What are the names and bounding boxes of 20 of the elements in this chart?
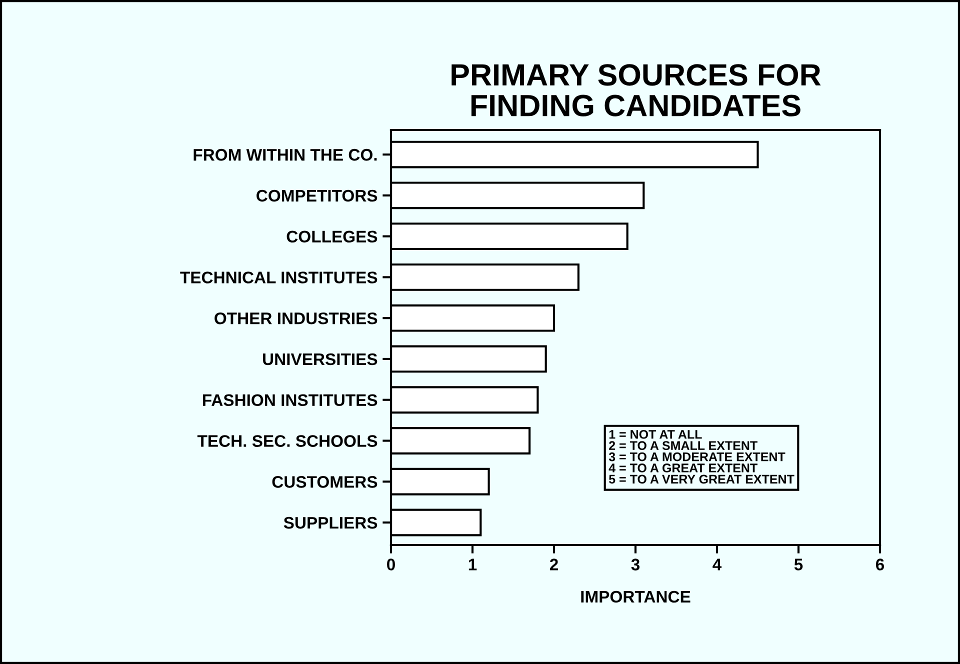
annotation: 1 = NOT AT ALL 2 = TO A SMALL EXTENT 3 = TO A MODERATE EXTENT 4 = TO A GREAT EXTENT 5 = TO A VERY GREAT EXTENT — [608, 430, 794, 484]
y-tick-label: UNIVERSITIES — [263, 353, 378, 366]
y-tick-label: TECHNICAL INSTITUTES — [180, 272, 378, 284]
x-tick-label: 2 — [550, 558, 558, 570]
y-tick-label: FASHION INSTITUTES — [202, 394, 378, 406]
y-tick-label: SUPPLIERS — [284, 516, 378, 529]
x-tick-label: 5 — [794, 558, 803, 570]
y-tick-label: TECH. SEC. SCHOOLS — [197, 435, 378, 447]
chart-title: PRIMARY SOURCES FOR FINDING CANDIDATES — [452, 64, 821, 116]
x-axis-title: IMPORTANCE — [581, 590, 690, 603]
y-tick-label: COMPETITORS — [256, 190, 378, 202]
y-tick-label: CUSTOMERS — [272, 476, 378, 488]
y-tick-label: OTHER INDUSTRIES — [214, 312, 378, 324]
x-tick-label: 6 — [876, 558, 884, 570]
y-tick-label: COLLEGES — [286, 230, 378, 243]
x-tick-label: 4 — [712, 558, 722, 570]
x-tick-label: 1 — [468, 558, 477, 570]
y-tick-label: FROM WITHIN THE CO. — [194, 148, 377, 161]
x-tick-label: 0 — [387, 558, 395, 570]
x-tick-label: 3 — [631, 558, 640, 570]
